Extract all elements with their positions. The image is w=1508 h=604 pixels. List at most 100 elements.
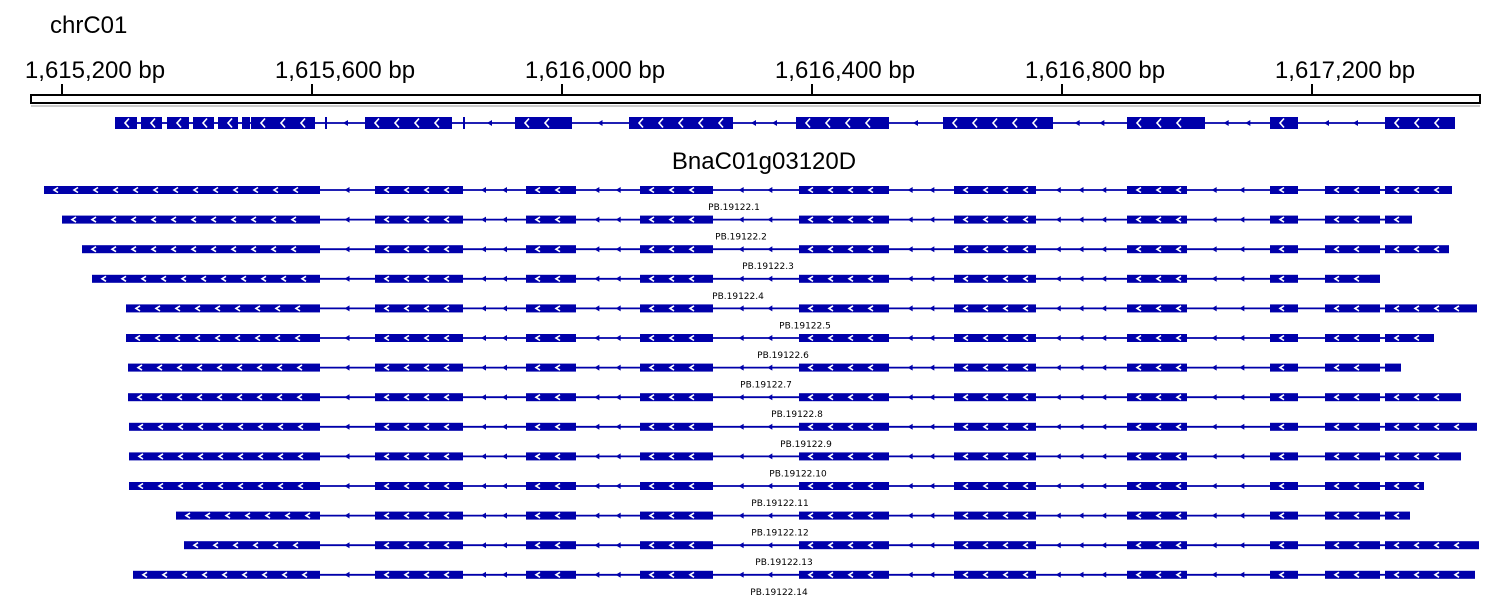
exon-arrow [807,453,814,460]
transcript-track: PB.19122.2 [62,215,1412,243]
strand-arrow [907,423,913,430]
strand-arrow [344,453,350,460]
exon-arrow [100,275,107,282]
exon-arrow [554,542,561,549]
chromosome-label: chrC01 [50,12,127,39]
exon-block [1325,541,1380,550]
exon-arrow [292,542,299,549]
exon-block [375,482,463,490]
exon-block [640,363,713,372]
exon-arrow [1002,216,1009,223]
strand-arrow [767,542,773,549]
exon-arrow [982,246,989,253]
exon-arrow [130,246,137,253]
exon-arrow [827,394,834,401]
exon-arrow [150,216,157,223]
exon-arrow [847,334,854,342]
exon-arrow [1353,394,1360,401]
strand-arrow [481,246,486,253]
exon-arrow [827,482,834,490]
exon-block [526,334,576,342]
strand-arrow [907,275,913,282]
strand-arrow [344,571,350,578]
strand-arrow [1239,483,1245,489]
strand-arrow [1055,216,1061,223]
exon-arrow [194,334,201,342]
exon-arrow [1393,186,1400,194]
exon-arrow [383,305,390,312]
exon-arrow [280,275,287,282]
exon-arrow [982,542,989,549]
strand-arrow [594,187,600,193]
strand-arrow [1211,275,1217,282]
exon-block [954,186,1036,194]
exon-arrow [294,334,301,342]
exon-arrow [1031,117,1038,129]
exon-arrow [304,512,311,519]
strand-arrow [767,483,773,489]
exon-arrow [1002,423,1009,430]
exon-block [640,274,713,283]
exon-arrow [270,216,277,223]
exon-arrow [688,482,695,490]
strand-arrow [594,246,600,253]
exon-arrow [1022,334,1029,342]
exon-arrow [172,186,179,194]
exon-arrow [217,423,224,430]
exon-arrow [423,394,430,401]
exon-arrow [197,453,204,460]
strand-arrow [929,423,935,430]
exon-block [515,117,572,129]
exon-arrow [403,364,410,371]
strand-arrow [594,512,600,519]
exon-arrow [962,542,969,549]
exon-arrow [1155,394,1162,401]
strand-arrow [929,246,935,253]
exon-arrow [534,542,541,549]
exon-arrow [1278,334,1285,342]
strand-arrow [344,542,350,549]
transcript-label: PB.19122.5 [779,321,831,331]
exon-arrow [807,423,814,430]
exon-arrow [276,364,283,371]
strand-arrow [1239,394,1245,401]
exon-arrow [160,275,167,282]
strand-arrow [767,216,773,223]
exon-arrow [827,571,834,578]
transcript-label: PB.19122.10 [769,469,827,479]
strand-arrow [502,187,507,193]
exon-arrow [554,246,561,253]
exon-arrow [156,364,163,371]
exon-arrow [177,423,184,430]
strand-arrow [738,453,744,460]
exon-block [82,245,320,254]
exon-arrow [717,117,724,129]
strand-arrow [907,483,913,489]
strand-arrow [1055,571,1061,578]
exon-arrow [1175,364,1182,371]
exon-arrow [543,117,550,129]
exon-arrow [534,186,541,194]
strand-arrow [907,394,913,401]
exon-arrow [170,246,177,253]
exon-arrow [847,512,854,519]
strand-arrow [907,512,913,519]
exon-arrow [393,117,400,129]
exon-block [1385,570,1475,579]
strand-arrow [738,364,744,371]
strand-arrow [1101,364,1107,371]
transcript-label: PB.19122.4 [712,292,764,302]
exon-block [1325,363,1380,372]
strand-arrow [767,423,773,430]
exon-arrow [534,246,541,253]
exon-arrow [423,364,430,371]
exon-arrow [991,117,998,129]
exon-arrow [237,453,244,460]
strand-arrow [1101,335,1107,341]
exon-block [526,541,576,550]
strand-arrow [1099,120,1105,126]
strand-arrow [767,571,773,578]
exon-arrow [443,512,450,519]
exon-arrow [1175,453,1182,460]
exon-arrow [156,394,163,401]
